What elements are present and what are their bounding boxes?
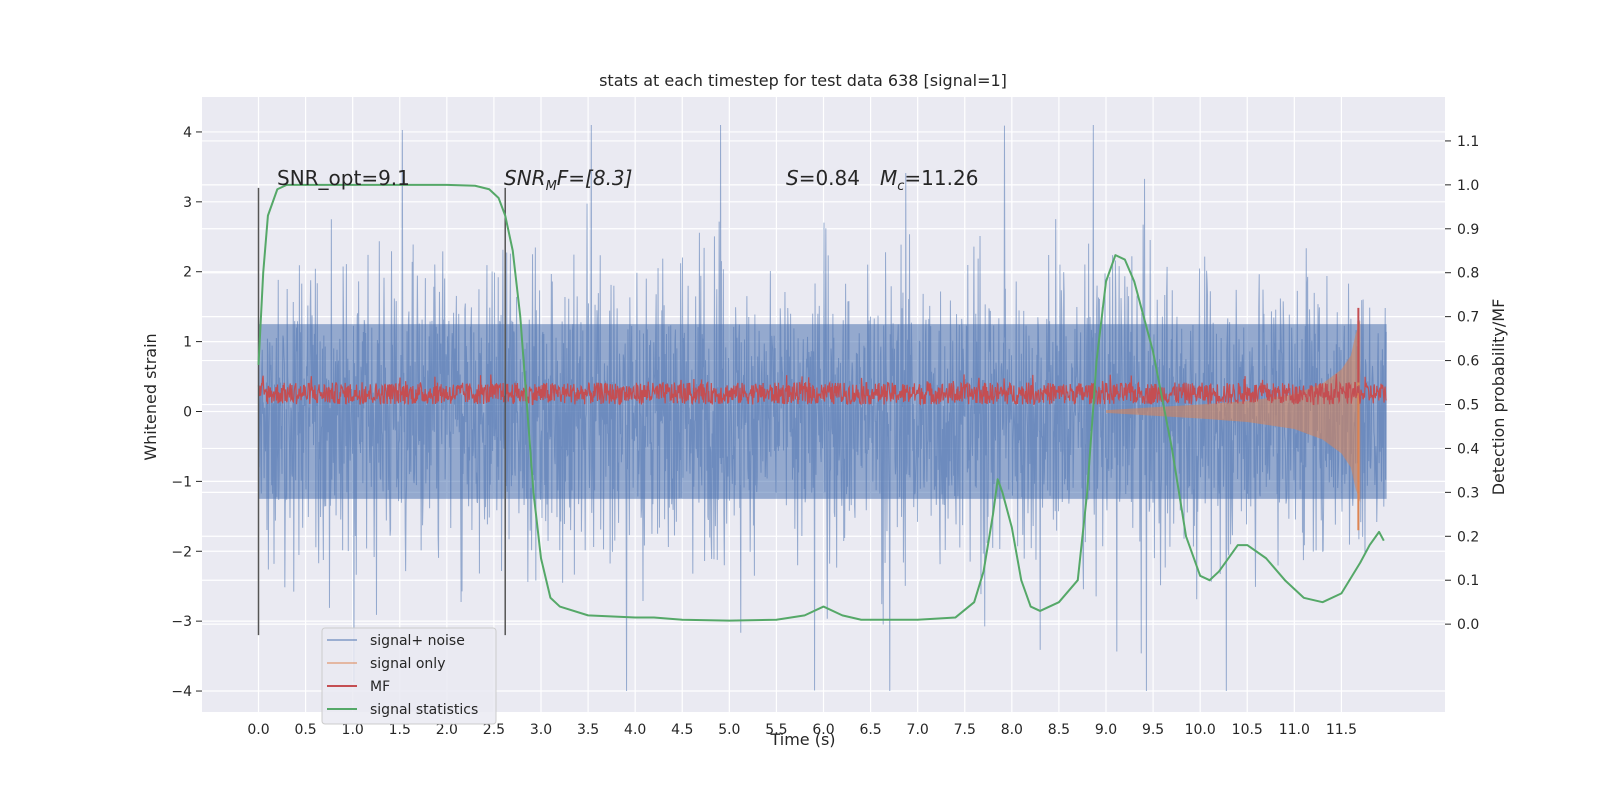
series-mf — [257, 307, 1387, 406]
y-right-tick-label: 0.4 — [1457, 441, 1479, 457]
x-tick-label: 9.5 — [1142, 722, 1164, 738]
y-tick-label: 0 — [183, 404, 192, 420]
x-tick-label: 6.5 — [859, 722, 881, 738]
annotation-s: S=0.84 — [786, 166, 860, 190]
y-tick-label: −2 — [171, 544, 192, 560]
annotation-snr-mf: SNRMF=[8.3] — [504, 166, 632, 194]
legend-box — [321, 627, 497, 725]
y-tick-label: 2 — [183, 265, 192, 281]
y-tick-label: 4 — [183, 125, 192, 141]
y-axis-left-ticks: 4 3 2 1 0 −1 −2 −3 −4 — [171, 125, 202, 700]
y-right-tick-label: 0.3 — [1457, 485, 1479, 501]
legend-label-signal-only: signal only — [370, 656, 445, 672]
y-right-tick-label: 1.0 — [1457, 178, 1479, 194]
y-right-tick-label: 0.7 — [1457, 310, 1479, 326]
vertical-markers — [257, 187, 506, 636]
x-axis-label: Time (s) — [769, 730, 835, 749]
chart-title: stats at each timestep for test data 638… — [599, 71, 1007, 90]
x-tick-label: 4.5 — [671, 722, 693, 738]
x-tick-label: 10.5 — [1232, 722, 1263, 738]
x-tick-label: 1.5 — [389, 722, 411, 738]
x-tick-label: 1.0 — [342, 722, 364, 738]
y-right-tick-label: 0.5 — [1457, 398, 1479, 414]
x-tick-label: 6.0 — [812, 722, 834, 738]
x-tick-label: 8.5 — [1048, 722, 1070, 738]
x-tick-label: 0.0 — [247, 722, 269, 738]
legend-label-mf: MF — [370, 679, 390, 695]
y-tick-label: −3 — [171, 614, 192, 630]
legend: signal+ noise signal only MF signal stat… — [321, 627, 497, 725]
y-axis-right-ticks: 1.1 1.0 0.9 0.8 0.7 0.6 0.5 0.4 0.3 0.2 0.1 0.0 — [1445, 134, 1479, 633]
annotation-mc: Mc=11.26 — [880, 166, 978, 194]
x-tick-label: 11.0 — [1279, 722, 1310, 738]
y-tick-label: 3 — [183, 195, 192, 211]
x-tick-label: 4.0 — [624, 722, 646, 738]
x-tick-label: 2.0 — [436, 722, 458, 738]
signal-statistics-line — [257, 183, 1385, 622]
mf-trace — [257, 373, 1387, 406]
y-right-tick-label: 0.1 — [1457, 573, 1479, 589]
x-tick-label: 5.0 — [718, 722, 740, 738]
series-signal-statistics — [257, 183, 1385, 622]
y-tick-label: 1 — [183, 335, 192, 351]
y-right-tick-label: 0.9 — [1457, 222, 1479, 238]
y-right-tick-label: 0.8 — [1457, 266, 1479, 282]
signal-envelope — [1106, 320, 1361, 503]
x-tick-label: 5.5 — [765, 722, 787, 738]
legend-label-signal-noise: signal+ noise — [370, 633, 465, 649]
x-axis-ticks: 0.0 0.5 1.0 1.5 2.0 2.5 3.0 3.5 4.0 4.5 5.0 5.5 6.0 6… — [247, 722, 1357, 738]
y-tick-label: −4 — [171, 684, 192, 700]
x-tick-label: 3.0 — [530, 722, 552, 738]
x-tick-label: 0.5 — [294, 722, 316, 738]
y-right-tick-label: 0.2 — [1457, 529, 1479, 545]
y-right-tick-label: 1.1 — [1457, 134, 1479, 150]
x-tick-label: 8.0 — [1001, 722, 1023, 738]
y-axis-label-right: Detection probability/MF — [1489, 299, 1508, 496]
x-tick-label: 7.5 — [954, 722, 976, 738]
y-tick-label: −1 — [171, 474, 192, 490]
x-tick-label: 9.0 — [1095, 722, 1117, 738]
y-axis-label-left: Whitened strain — [141, 333, 160, 460]
x-tick-label: 11.5 — [1326, 722, 1357, 738]
noise-trace — [258, 124, 1387, 692]
y-right-tick-label: 0.6 — [1457, 354, 1479, 370]
x-tick-label: 7.0 — [907, 722, 929, 738]
y-right-tick-label: 0.0 — [1457, 617, 1479, 633]
x-tick-label: 2.5 — [483, 722, 505, 738]
annotation-snr-opt: SNR_opt=9.1 — [277, 166, 410, 190]
x-tick-label: 10.0 — [1185, 722, 1216, 738]
x-tick-label: 3.5 — [577, 722, 599, 738]
legend-label-signal-statistics: signal statistics — [370, 702, 478, 718]
